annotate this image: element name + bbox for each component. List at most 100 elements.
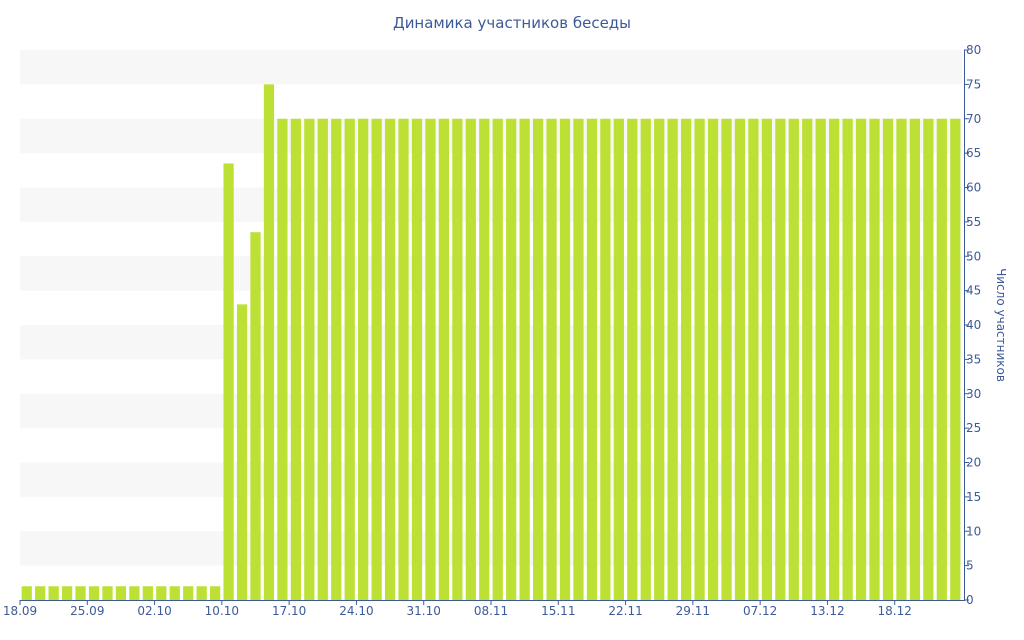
bar [734, 118, 746, 600]
bar [438, 118, 450, 600]
x-tick-label: 07.12 [743, 604, 777, 618]
y-tick-label: 5 [966, 559, 974, 573]
bar [936, 118, 947, 600]
bar [398, 118, 409, 600]
y-tick-label: 25 [966, 421, 981, 435]
y-tick-label: 80 [966, 43, 981, 57]
y-tick-label: 70 [966, 112, 981, 126]
bar [425, 118, 436, 600]
bar [250, 232, 261, 600]
y-tick-label: 10 [966, 524, 981, 538]
axes: 0 5 10 15 20 25 30 35 40 45 50 55 60 65 70 75 80 18.09 25.… [3, 43, 981, 618]
bar [115, 586, 127, 600]
y-tick-label: 50 [966, 249, 981, 263]
y-tick-label: 55 [966, 215, 981, 229]
y-tick-label: 0 [966, 593, 974, 607]
y-tick-label: 35 [966, 352, 981, 366]
bar [304, 118, 315, 600]
y-tick-label: 75 [966, 77, 981, 91]
y-tick-label: 15 [966, 490, 981, 504]
bar [384, 118, 396, 600]
x-tick-label: 25.09 [70, 604, 104, 618]
bar [532, 118, 544, 600]
bar [882, 118, 894, 600]
bar [761, 118, 772, 600]
x-tick-label: 17.10 [272, 604, 306, 618]
bar [586, 118, 598, 600]
x-tick-label: 08.11 [474, 604, 508, 618]
bar [129, 586, 140, 600]
bar [869, 118, 880, 600]
bar [75, 586, 86, 600]
bar [452, 118, 463, 600]
bar [317, 118, 328, 600]
bar [923, 118, 934, 600]
bar [815, 118, 826, 600]
x-tick-label: 13.12 [810, 604, 844, 618]
bar [519, 118, 530, 600]
x-tick-label: 24.10 [339, 604, 373, 618]
bar [788, 118, 799, 600]
y-tick-label: 40 [966, 318, 981, 332]
bar [506, 118, 517, 600]
bar [721, 118, 732, 600]
y-tick-label: 30 [966, 387, 981, 401]
y-tick-label: 60 [966, 181, 981, 195]
bar [196, 586, 207, 600]
bar [681, 118, 692, 600]
bar [802, 118, 813, 600]
bar [600, 118, 611, 600]
bar [156, 586, 167, 600]
bar [183, 586, 194, 600]
bar [479, 118, 490, 600]
x-tick-label: 18.12 [878, 604, 912, 618]
bar [694, 118, 705, 600]
bar [142, 586, 153, 600]
bar [465, 118, 476, 600]
bar [102, 586, 113, 600]
bar [169, 586, 180, 600]
bar [411, 118, 423, 600]
x-tick-label: 29.11 [676, 604, 710, 618]
bar [344, 118, 355, 600]
y-tick-label: 65 [966, 146, 981, 160]
bar [896, 118, 907, 600]
chart-title: Динамика участников беседы [393, 14, 631, 32]
x-tick-label: 18.09 [3, 604, 37, 618]
y-tick-label: 20 [966, 456, 981, 470]
x-tick-label: 02.10 [137, 604, 171, 618]
bar [829, 118, 840, 600]
grid-band [20, 50, 962, 85]
x-tick-label: 15.11 [541, 604, 575, 618]
x-tick-label: 31.10 [407, 604, 441, 618]
bar [492, 118, 503, 600]
bar [627, 118, 638, 600]
bar [667, 118, 678, 600]
bars [21, 84, 961, 600]
bar [358, 118, 369, 600]
x-tick-label: 22.11 [608, 604, 642, 618]
bar [546, 118, 557, 600]
bar [48, 586, 59, 600]
bar [223, 163, 234, 600]
bar [573, 118, 584, 600]
bar [263, 84, 275, 600]
bar [707, 118, 719, 600]
bar [61, 586, 73, 600]
bar [35, 586, 46, 600]
bar [950, 118, 961, 600]
bar [855, 118, 867, 600]
bar [210, 586, 221, 600]
bar [640, 118, 651, 600]
x-tick-label: 10.10 [205, 604, 239, 618]
bar [613, 118, 624, 600]
bar [775, 118, 786, 600]
bar [88, 586, 100, 600]
bar [909, 118, 921, 600]
bar [842, 118, 853, 600]
bar [654, 118, 665, 600]
y-tick-label: 45 [966, 284, 981, 298]
y-axis-title: Число участников [994, 268, 1008, 382]
bar [748, 118, 759, 600]
